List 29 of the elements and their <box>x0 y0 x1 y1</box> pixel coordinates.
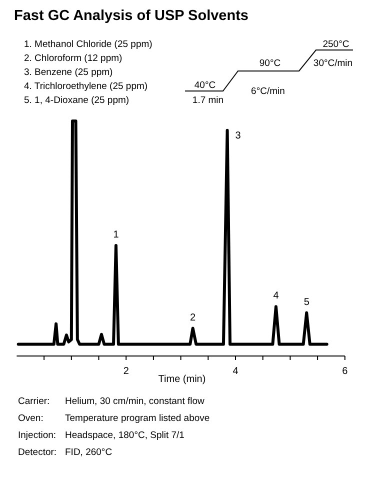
x-tick-label: 4 <box>232 366 239 377</box>
text: Injection: <box>18 430 56 441</box>
text: 2. Chloroform (12 ppm) <box>24 53 122 64</box>
x-axis-title: Time (min) <box>158 374 206 385</box>
annotation: 3 <box>235 130 242 142</box>
text: Detector: <box>18 447 57 458</box>
text: 30°C/min <box>313 58 353 69</box>
text: 250°C <box>322 39 350 50</box>
text: 90°C <box>259 58 281 69</box>
text: Oven: <box>18 413 44 424</box>
text: 6°C/min <box>251 86 285 97</box>
text: 3. Benzene (25 ppm) <box>24 67 113 78</box>
annotation: 2 <box>190 312 196 324</box>
text: 5. 1, 4-Dioxane (25 ppm) <box>24 95 130 106</box>
text: Temperature program listed above <box>65 413 210 424</box>
text: 4. Trichloroethylene (25 ppm) <box>24 81 148 92</box>
text: 1.7 min <box>192 95 224 106</box>
text: FID, 260°C <box>65 447 112 458</box>
chart-title: Fast GC Analysis of USP Solvents <box>14 8 248 24</box>
text: 1. Methanol Chloride (25 ppm) <box>24 39 152 50</box>
annotation: 5 <box>304 296 310 308</box>
x-tick-label: 2 <box>123 366 130 377</box>
annotation: 1 <box>113 230 120 241</box>
x-tick-label: 6 <box>342 366 348 377</box>
text: Carrier: <box>18 396 50 407</box>
text: Headspace, 180°C, Split 7/1 <box>65 430 184 441</box>
text: Helium, 30 cm/min, constant flow <box>65 396 205 407</box>
annotation: 4 <box>273 290 280 302</box>
text: 40°C <box>194 80 216 91</box>
